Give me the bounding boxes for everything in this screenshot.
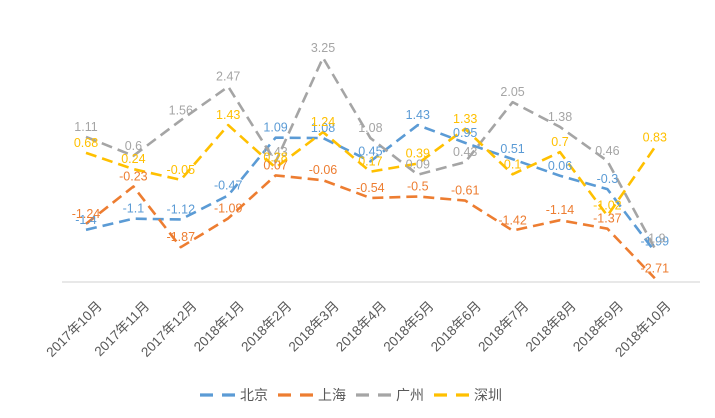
data-label-shanghai-2: -1.87 xyxy=(167,230,196,244)
data-label-shanghai-1: -0.23 xyxy=(119,170,148,184)
x-axis-label-9: 2018年7月 xyxy=(475,298,531,354)
data-label-shenzhen-11: -1.02 xyxy=(593,199,622,213)
x-axis-label-7: 2018年5月 xyxy=(380,298,436,354)
data-label-beijing-1: -1.1 xyxy=(123,202,145,216)
legend-item-beijing[interactable]: 北京 xyxy=(200,387,268,403)
x-axis-label-8: 2018年6月 xyxy=(428,298,484,354)
data-label-guangzhou-4: 0.43 xyxy=(263,145,287,159)
legend-label-guangzhou: 广州 xyxy=(396,387,424,403)
data-label-beijing-2: -1.12 xyxy=(167,202,196,216)
legend-item-guangzhou[interactable]: 广州 xyxy=(356,387,424,403)
data-label-beijing-12: -1.99 xyxy=(641,235,670,249)
data-label-beijing-10: 0.06 xyxy=(548,159,572,173)
plot-area: -1.4 -1.1 -1.12 -0.47 1.09 1.08 0.45 1.43 0.95 0.… xyxy=(62,41,700,283)
data-label-shenzhen-1: 0.24 xyxy=(121,152,145,166)
data-label-shanghai-12: -2.71 xyxy=(641,261,670,275)
series-line-shanghai xyxy=(85,174,656,280)
data-label-beijing-6: 0.45 xyxy=(358,144,382,158)
series-line-shenzhen xyxy=(85,123,656,218)
series-line-guangzhou xyxy=(85,56,656,249)
data-label-beijing-9: 0.51 xyxy=(500,142,524,156)
data-label-guangzhou-12: -1.9 xyxy=(644,231,666,245)
data-label-shenzhen-7: 0.39 xyxy=(406,147,430,161)
data-label-beijing-7: 1.43 xyxy=(406,108,430,122)
data-label-shenzhen-10: 0.7 xyxy=(551,135,568,149)
data-label-shenzhen-5: 1.24 xyxy=(311,115,335,129)
data-label-beijing-11: -0.3 xyxy=(597,172,619,186)
data-label-shenzhen-3: 1.43 xyxy=(216,108,240,122)
data-label-shenzhen-8: 1.33 xyxy=(453,112,477,126)
data-label-guangzhou-9: 2.05 xyxy=(500,85,524,99)
data-label-shanghai-6: -0.54 xyxy=(356,181,385,195)
data-label-guangzhou-6: 1.08 xyxy=(358,121,382,135)
x-axis-label-4: 2018年2月 xyxy=(238,298,294,354)
legend-label-shanghai: 上海 xyxy=(318,387,346,403)
data-label-beijing-0: -1.4 xyxy=(75,213,97,227)
x-axis-label-3: 2018年1月 xyxy=(191,298,247,354)
data-label-shenzhen-6: 0.17 xyxy=(358,155,382,169)
data-label-guangzhou-3: 2.47 xyxy=(216,70,240,84)
data-label-shenzhen-2: -0.05 xyxy=(167,163,196,177)
series-line-beijing xyxy=(85,123,656,253)
data-label-guangzhou-5: 3.25 xyxy=(311,41,335,55)
data-label-shanghai-7: -0.5 xyxy=(407,180,429,194)
data-label-shenzhen-9: 0.1 xyxy=(504,157,521,171)
data-label-beijing-5: 1.08 xyxy=(311,121,335,135)
data-label-guangzhou-7: 0.09 xyxy=(406,158,430,172)
data-label-shanghai-0: -1.24 xyxy=(72,207,101,221)
legend-item-shanghai[interactable]: 上海 xyxy=(278,387,346,403)
data-label-beijing-8: 0.95 xyxy=(453,126,477,140)
x-axis-label-10: 2018年8月 xyxy=(523,298,579,354)
data-label-guangzhou-1: 0.6 xyxy=(125,139,142,153)
data-label-shanghai-8: -0.61 xyxy=(451,184,480,198)
x-axis: 2017年10月2017年11月2017年12月2018年1月2018年2月20… xyxy=(43,298,673,360)
data-label-beijing-4: 1.09 xyxy=(263,121,287,135)
legend-label-beijing: 北京 xyxy=(240,387,268,403)
x-axis-label-6: 2018年4月 xyxy=(333,298,389,354)
data-label-guangzhou-8: 0.43 xyxy=(453,145,477,159)
data-label-shanghai-10: -1.14 xyxy=(546,203,575,217)
legend-item-shenzhen[interactable]: 深圳 xyxy=(434,387,502,403)
data-label-guangzhou-2: 1.56 xyxy=(169,103,193,117)
legend-label-shenzhen: 深圳 xyxy=(474,387,502,403)
data-label-shanghai-4: 0.07 xyxy=(263,158,287,172)
data-label-guangzhou-11: 0.46 xyxy=(595,144,619,158)
data-label-shanghai-11: -1.37 xyxy=(593,212,622,226)
x-axis-label-5: 2018年3月 xyxy=(286,298,342,354)
legend: 北京 上海 广州 深圳 xyxy=(200,387,502,403)
data-label-shanghai-5: -0.06 xyxy=(309,163,338,177)
data-label-shenzhen-0: 0.68 xyxy=(74,136,98,150)
data-label-shenzhen-12: 0.83 xyxy=(643,130,667,144)
data-label-guangzhou-10: 1.38 xyxy=(548,110,572,124)
data-label-guangzhou-0: 1.11 xyxy=(74,120,97,134)
data-label-beijing-3: -0.47 xyxy=(214,178,243,192)
data-label-shanghai-9: -1.42 xyxy=(498,214,527,228)
data-label-shenzhen-4: 0.28 xyxy=(263,151,287,165)
data-label-shanghai-3: -1.09 xyxy=(214,201,243,215)
